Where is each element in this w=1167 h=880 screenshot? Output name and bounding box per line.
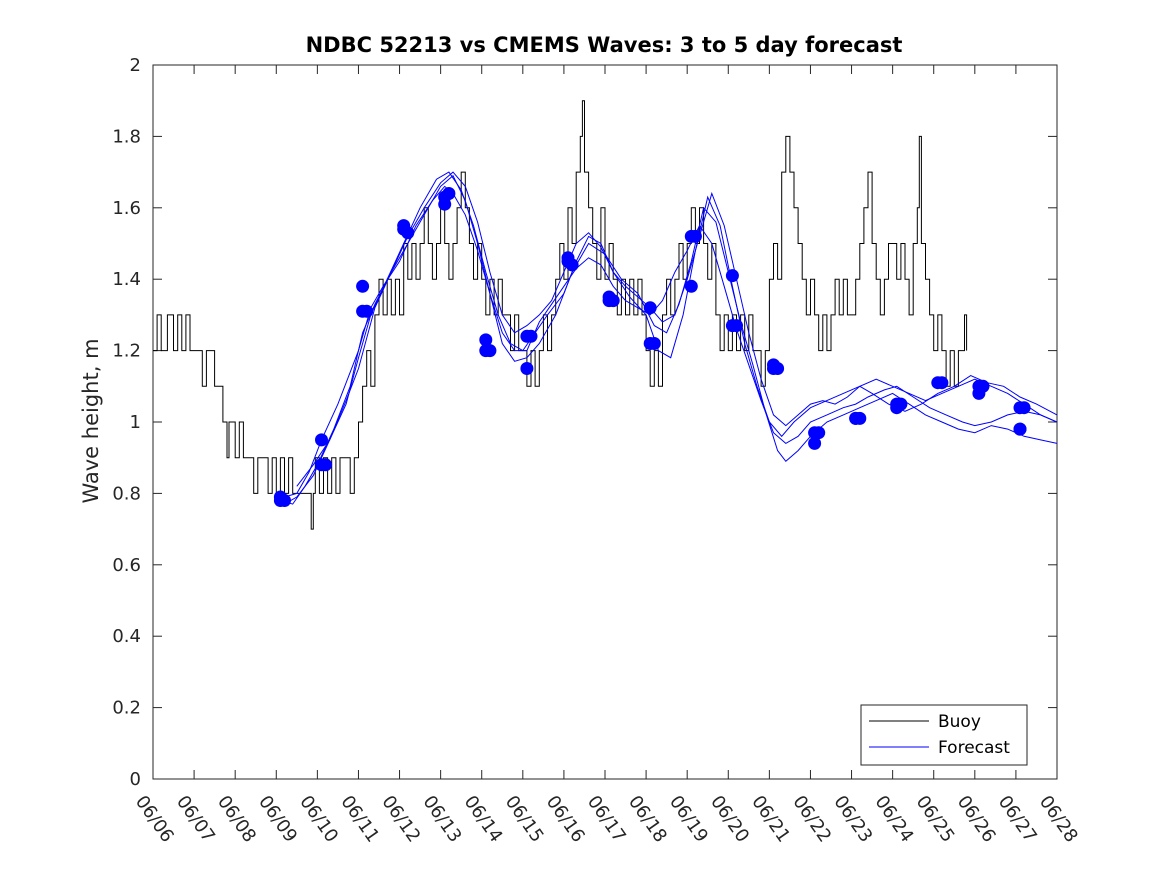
forecast-marker bbox=[812, 426, 826, 440]
forecast-marker bbox=[647, 337, 661, 350]
forecast-marker bbox=[894, 397, 908, 411]
forecast-marker bbox=[730, 319, 743, 333]
y-tick-label: 0.8 bbox=[112, 483, 141, 504]
forecast-marker bbox=[356, 279, 370, 293]
forecast-marker bbox=[360, 304, 374, 318]
forecast-marker bbox=[524, 329, 538, 343]
series-group bbox=[153, 100, 1057, 530]
forecast-marker bbox=[808, 436, 822, 450]
y-tick-label: 0.2 bbox=[112, 698, 141, 719]
y-tick-label: 2 bbox=[130, 55, 141, 76]
y-tick-label: 1.2 bbox=[112, 341, 141, 362]
forecast-marker bbox=[520, 362, 534, 375]
forecast-marker bbox=[976, 379, 990, 393]
y-tick-label: 0.4 bbox=[112, 626, 141, 647]
forecast-marker bbox=[1013, 422, 1027, 436]
forecast-run-line-4 bbox=[296, 171, 1057, 487]
y-tick-label: 1.8 bbox=[112, 126, 141, 147]
legend-box bbox=[860, 704, 1028, 766]
y-tick-label: 1.4 bbox=[112, 269, 141, 290]
y-tick-label: 0 bbox=[130, 769, 141, 790]
forecast-marker bbox=[438, 197, 452, 211]
chart-title: NDBC 52213 vs CMEMS Waves: 3 to 5 day fo… bbox=[306, 33, 903, 57]
forecast-marker bbox=[606, 294, 620, 308]
forecast-marker bbox=[401, 226, 415, 240]
forecast-marker bbox=[442, 187, 456, 200]
y-axis-label: Wave height, m bbox=[79, 338, 103, 503]
y-tick-label: 0.6 bbox=[112, 555, 141, 576]
buoy-series-line bbox=[153, 100, 968, 530]
forecast-marker bbox=[565, 258, 579, 272]
legend-forecast-label: Forecast bbox=[938, 738, 1010, 758]
forecast-run-line-3 bbox=[284, 171, 1057, 505]
forecast-marker bbox=[483, 344, 497, 358]
forecast-run-line-2 bbox=[280, 174, 1057, 505]
forecast-marker bbox=[1017, 401, 1031, 415]
forecast-marker bbox=[315, 433, 328, 447]
forecast-marker bbox=[319, 458, 333, 472]
y-tick-label: 1.6 bbox=[112, 198, 141, 219]
legend-buoy-label: Buoy bbox=[938, 712, 981, 732]
forecast-marker bbox=[479, 333, 493, 347]
forecast-marker bbox=[935, 376, 949, 390]
forecast-marker bbox=[278, 494, 291, 507]
y-tick-label: 1 bbox=[130, 412, 141, 433]
forecast-marker bbox=[853, 411, 867, 425]
forecast-marker bbox=[771, 362, 785, 375]
